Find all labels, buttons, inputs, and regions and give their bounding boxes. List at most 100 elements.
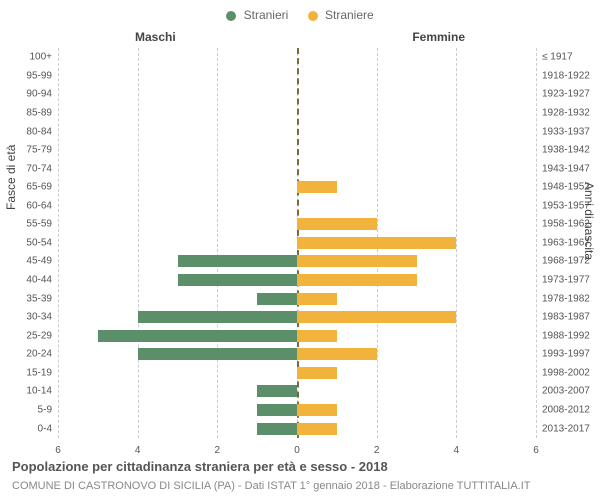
age-label: 75-79 (26, 145, 58, 156)
legend-swatch-female (308, 11, 318, 21)
chart-title: Popolazione per cittadinanza straniera p… (12, 459, 388, 474)
bar-female (297, 404, 337, 416)
birth-label: 1963-1967 (536, 237, 590, 248)
birth-label: 1918-1922 (536, 70, 590, 81)
bar-female (297, 274, 417, 286)
bar-male (138, 348, 297, 360)
x-tick: 6 (55, 445, 61, 456)
legend-label-female: Straniere (325, 8, 374, 22)
population-pyramid-chart: Stranieri Straniere Maschi Femmine Fasce… (0, 0, 600, 500)
bar-female (297, 293, 337, 305)
age-label: 85-89 (26, 107, 58, 118)
age-label: 50-54 (26, 237, 58, 248)
age-label: 0-4 (38, 423, 58, 434)
birth-label: 1933-1937 (536, 126, 590, 137)
row-45-49: 45-491968-1972 (58, 253, 536, 269)
row-20-24: 20-241993-1997 (58, 346, 536, 362)
bar-male (257, 385, 297, 397)
bar-female (297, 255, 417, 267)
birth-label: 1928-1932 (536, 107, 590, 118)
age-label: 25-29 (26, 330, 58, 341)
legend: Stranieri Straniere (0, 8, 600, 22)
age-label: 10-14 (26, 386, 58, 397)
birth-label: 1983-1987 (536, 312, 590, 323)
age-label: 5-9 (38, 404, 58, 415)
row-0-4: 0-42013-2017 (58, 421, 536, 437)
x-tick: 6 (533, 445, 539, 456)
x-tick: 4 (454, 445, 460, 456)
legend-item-female: Straniere (308, 8, 374, 22)
y-axis-label-left: Fasce di età (4, 145, 18, 210)
legend-swatch-male (226, 11, 236, 21)
birth-label: 1938-1942 (536, 145, 590, 156)
age-label: 30-34 (26, 312, 58, 323)
age-label: 90-94 (26, 89, 58, 100)
bar-female (297, 237, 456, 249)
birth-label: 1993-1997 (536, 349, 590, 360)
bar-female (297, 367, 337, 379)
age-label: 55-59 (26, 219, 58, 230)
age-label: 15-19 (26, 367, 58, 378)
row-70-74: 70-741943-1947 (58, 161, 536, 177)
row-35-39: 35-391978-1982 (58, 291, 536, 307)
birth-label: ≤ 1917 (536, 52, 573, 63)
row-80-84: 80-841933-1937 (58, 124, 536, 140)
row-65-69: 65-691948-1952 (58, 179, 536, 195)
rows: 100+≤ 191795-991918-192290-941923-192785… (58, 48, 536, 438)
legend-item-male: Stranieri (226, 8, 288, 22)
row-95-99: 95-991918-1922 (58, 68, 536, 84)
row-60-64: 60-641953-1957 (58, 198, 536, 214)
bar-female (297, 423, 337, 435)
birth-label: 2008-2012 (536, 404, 590, 415)
row-50-54: 50-541963-1967 (58, 235, 536, 251)
birth-label: 1973-1977 (536, 275, 590, 286)
bar-male (257, 404, 297, 416)
age-label: 45-49 (26, 256, 58, 267)
x-tick: 4 (135, 445, 141, 456)
age-label: 80-84 (26, 126, 58, 137)
bar-male (257, 423, 297, 435)
row-55-59: 55-591958-1962 (58, 216, 536, 232)
row-75-79: 75-791938-1942 (58, 142, 536, 158)
birth-label: 1998-2002 (536, 367, 590, 378)
age-label: 65-69 (26, 182, 58, 193)
row-30-34: 30-341983-1987 (58, 309, 536, 325)
bar-female (297, 348, 377, 360)
bar-male (257, 293, 297, 305)
row-10-14: 10-142003-2007 (58, 383, 536, 399)
row-40-44: 40-441973-1977 (58, 272, 536, 288)
bar-female (297, 181, 337, 193)
age-label: 20-24 (26, 349, 58, 360)
birth-label: 1948-1952 (536, 182, 590, 193)
bar-female (297, 311, 456, 323)
bar-male (138, 311, 297, 323)
bar-female (297, 330, 337, 342)
plot-area: 100+≤ 191795-991918-192290-941923-192785… (58, 48, 536, 438)
birth-label: 2003-2007 (536, 386, 590, 397)
column-title-female: Femmine (412, 30, 465, 44)
age-label: 35-39 (26, 293, 58, 304)
bar-male (178, 274, 298, 286)
x-tick: 2 (215, 445, 221, 456)
row-15-19: 15-191998-2002 (58, 365, 536, 381)
age-label: 95-99 (26, 70, 58, 81)
row-90-94: 90-941923-1927 (58, 86, 536, 102)
chart-subtitle: COMUNE DI CASTRONOVO DI SICILIA (PA) - D… (12, 480, 531, 492)
legend-label-male: Stranieri (244, 8, 289, 22)
birth-label: 1958-1962 (536, 219, 590, 230)
x-ticks: 6 4 2 0 2 4 6 (58, 440, 536, 456)
birth-label: 1953-1957 (536, 200, 590, 211)
x-tick: 2 (374, 445, 380, 456)
row-100+: 100+≤ 1917 (58, 49, 536, 65)
column-title-male: Maschi (135, 30, 176, 44)
row-5-9: 5-92008-2012 (58, 402, 536, 418)
birth-label: 1968-1972 (536, 256, 590, 267)
age-label: 40-44 (26, 275, 58, 286)
age-label: 70-74 (26, 163, 58, 174)
birth-label: 1923-1927 (536, 89, 590, 100)
birth-label: 1988-1992 (536, 330, 590, 341)
age-label: 100+ (29, 52, 58, 63)
x-tick: 0 (294, 445, 300, 456)
bar-male (178, 255, 298, 267)
bar-female (297, 218, 377, 230)
